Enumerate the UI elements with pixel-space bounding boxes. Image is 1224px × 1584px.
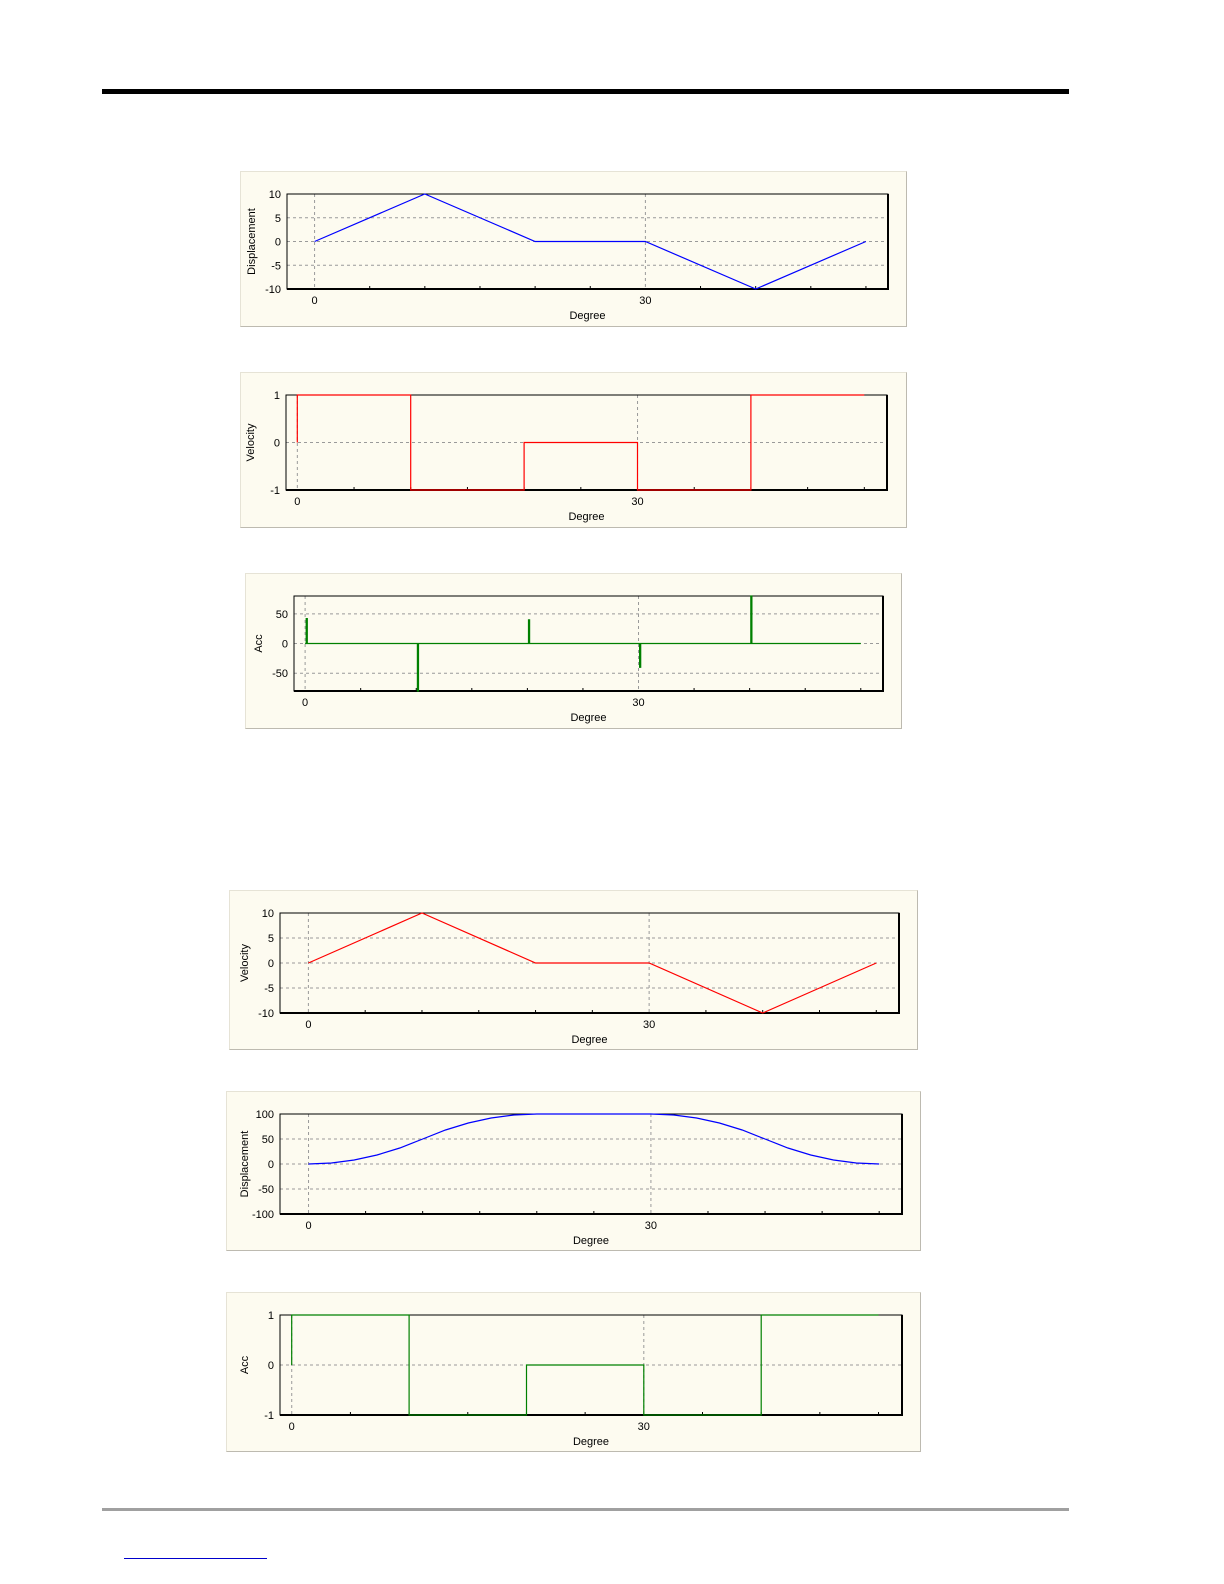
y-axis-title: Velocity [239,944,251,982]
series-line-0 [314,193,867,290]
chart-panel-displacement-2: 100 50 0 -50 -100 0 30 Degree Displacement [226,1091,921,1251]
x-tick-label: 30 [638,1421,650,1433]
x-tick-label: 0 [294,496,300,508]
x-tick-label: 0 [305,1220,311,1232]
y-tick-label: 10 [262,908,274,920]
chart-panel-velocity-2: 10 5 0 -5 -10 0 30 Degree Velocity [229,890,918,1050]
y-axis-title: Velocity [245,423,257,461]
y-tick-label: 50 [276,609,288,621]
x-axis-title: Degree [570,712,606,724]
y-tick-label: 0 [268,1159,274,1171]
y-tick-label: 10 [269,189,281,201]
x-axis-title: Degree [569,310,605,322]
y-tick-label: 0 [268,1360,274,1372]
x-tick-label: 0 [312,295,318,307]
y-tick-label: 0 [274,438,280,450]
chart-svg-6: 1 0 -1 0 30 Degree Acc [239,1310,903,1448]
y-tick-label: -5 [271,260,281,272]
chart-svg-4: 10 5 0 -5 -10 0 30 Degree Velocity [239,908,900,1046]
chart-svg-1: 10 5 0 -5 -10 0 30 Degree Displacement [246,189,889,322]
y-tick-label: -100 [252,1209,274,1221]
y-tick-label: -10 [265,284,281,296]
series-line-0 [291,1314,879,1416]
y-tick-label: -1 [270,485,280,497]
x-tick-label: 0 [289,1421,295,1433]
y-tick-label: 5 [275,213,281,225]
y-tick-label: 0 [275,237,281,249]
chart-panel-velocity-1: 1 0 -1 0 30 Degree Velocity [240,372,907,528]
x-tick-label: 0 [302,697,308,709]
series-line-0 [308,1113,880,1165]
y-tick-label: 0 [268,958,274,970]
y-tick-label: 100 [256,1109,274,1121]
x-axis-title: Degree [573,1235,609,1247]
y-tick-label: -50 [258,1184,274,1196]
y-axis-title: Displacement [239,1131,251,1198]
y-tick-label: -50 [272,668,288,680]
series-line-0 [296,394,865,491]
series-line-0 [305,595,861,692]
chart-panel-acc-1: 50 0 -50 0 30 Degree Acc [245,573,902,729]
y-tick-label: 50 [262,1134,274,1146]
y-tick-label: -10 [258,1008,274,1020]
chart-panel-displacement-1: 10 5 0 -5 -10 0 30 Degree Displacement [240,171,907,327]
x-tick-label: 30 [632,697,644,709]
x-axis-title: Degree [568,511,604,523]
footer-link-underline[interactable] [124,1558,267,1559]
y-tick-label: 5 [268,933,274,945]
x-tick-label: 30 [631,496,643,508]
x-tick-label: 30 [643,1019,655,1031]
y-tick-label: -1 [264,1410,274,1422]
y-tick-label: 1 [268,1310,274,1322]
y-axis-title: Displacement [246,208,258,275]
chart-svg-5: 100 50 0 -50 -100 0 30 Degree Displacement [239,1109,903,1247]
bottom-page-rule [102,1508,1069,1511]
y-tick-label: -5 [264,983,274,995]
y-tick-label: 0 [282,639,288,651]
x-tick-label: 0 [305,1019,311,1031]
x-tick-label: 30 [639,295,651,307]
chart-panel-acc-2: 1 0 -1 0 30 Degree Acc [226,1292,921,1452]
x-axis-title: Degree [573,1436,609,1448]
chart-svg-3: 50 0 -50 0 30 Degree Acc [253,595,884,724]
x-tick-label: 30 [645,1220,657,1232]
top-page-rule [102,89,1069,94]
y-axis-title: Acc [239,1355,251,1374]
y-axis-title: Acc [253,634,265,653]
y-tick-label: 1 [274,390,280,402]
series-line-0 [308,912,877,1014]
chart-svg-2: 1 0 -1 0 30 Degree Velocity [245,390,888,523]
x-axis-title: Degree [571,1034,607,1046]
